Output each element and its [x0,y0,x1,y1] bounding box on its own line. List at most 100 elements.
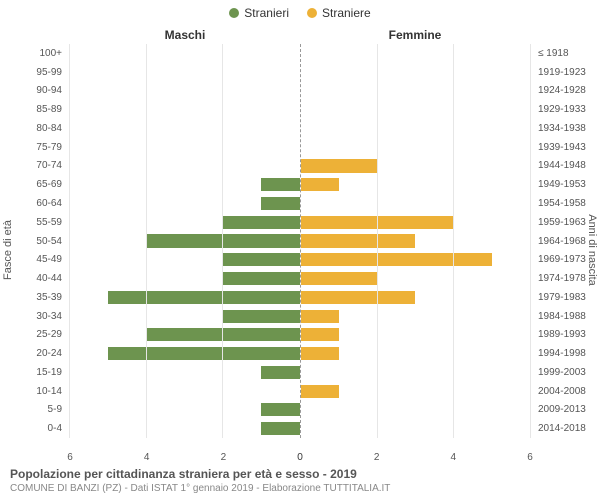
bar-female [301,272,377,285]
bar-row-female [301,344,531,363]
bar-male [223,216,299,229]
bar-row-female [301,419,531,438]
bar-male [108,291,299,304]
legend-item-male: Stranieri [229,6,289,20]
bar-female [301,159,377,172]
age-band-label: 15-19 [0,363,62,382]
birth-band-label: 2014-2018 [538,419,600,438]
age-band-label: 95-99 [0,63,62,82]
bar-female [301,234,416,247]
age-band-label: 35-39 [0,288,62,307]
bar-male [261,403,299,416]
male-panel [70,44,301,438]
bar-male [261,366,299,379]
age-band-label: 60-64 [0,194,62,213]
gridline [222,44,223,438]
bar-female [301,310,339,323]
bar-row-female [301,288,531,307]
gridline [453,44,454,438]
bar-female [301,291,416,304]
age-band-label: 100+ [0,44,62,63]
bar-row-male [70,307,300,326]
bar-row-female [301,138,531,157]
bar-female [301,178,339,191]
age-band-label: 75-79 [0,138,62,157]
birth-band-label: 1919-1923 [538,63,600,82]
legend-swatch-male [229,8,239,18]
birth-band-label: 1959-1963 [538,213,600,232]
birth-band-label: 1929-1933 [538,100,600,119]
bar-row-male [70,175,300,194]
gridline [69,44,70,438]
age-band-label: 50-54 [0,232,62,251]
bar-row-female [301,232,531,251]
bar-female [301,347,339,360]
bar-row-female [301,401,531,420]
birth-band-label: 1939-1943 [538,138,600,157]
bar-row-female [301,119,531,138]
birth-band-label: 2009-2013 [538,401,600,420]
bar-row-male [70,119,300,138]
x-tick: 2 [374,452,380,463]
bar-row-male [70,419,300,438]
bar-male [223,253,299,266]
birth-band-label: 1989-1993 [538,325,600,344]
bar-row-male [70,269,300,288]
bar-row-male [70,82,300,101]
birth-band-label: 1944-1948 [538,157,600,176]
age-band-label: 90-94 [0,82,62,101]
bar-row-male [70,63,300,82]
bar-row-male [70,100,300,119]
panel-title-female: Femmine [300,28,530,42]
x-tick: 6 [67,452,73,463]
bar-row-male [70,157,300,176]
female-panel [301,44,531,438]
bar-row-male [70,363,300,382]
birth-band-label: 1969-1973 [538,250,600,269]
gridline [377,44,378,438]
bar-male [261,178,299,191]
bar-row-female [301,194,531,213]
bar-row-male [70,288,300,307]
bar-row-female [301,63,531,82]
age-band-label: 45-49 [0,250,62,269]
bar-row-male [70,250,300,269]
bar-row-female [301,382,531,401]
x-tick: 2 [221,452,227,463]
bar-row-female [301,157,531,176]
x-tick: 4 [144,452,150,463]
x-tick: 6 [527,452,533,463]
panel-title-male: Maschi [70,28,300,42]
legend-label-female: Straniere [322,6,371,20]
age-band-label: 30-34 [0,307,62,326]
bar-female [301,253,492,266]
age-band-label: 0-4 [0,419,62,438]
bar-row-female [301,250,531,269]
bar-row-male [70,232,300,251]
bar-male [223,310,299,323]
age-band-label: 80-84 [0,119,62,138]
age-band-label: 5-9 [0,401,62,420]
bar-row-female [301,44,531,63]
birth-band-label: 1964-1968 [538,232,600,251]
bar-row-male [70,382,300,401]
bar-row-female [301,363,531,382]
chart-subtitle: COMUNE DI BANZI (PZ) - Dati ISTAT 1° gen… [10,483,590,494]
age-band-labels: 100+95-9990-9485-8980-8475-7970-7465-696… [0,44,66,438]
gridline [530,44,531,438]
legend: Stranieri Straniere [0,0,600,20]
birth-band-label: 2004-2008 [538,382,600,401]
bar-row-female [301,325,531,344]
bar-female [301,385,339,398]
bar-row-male [70,138,300,157]
birth-band-label: 1999-2003 [538,363,600,382]
bar-male [261,422,299,435]
bar-row-male [70,401,300,420]
bar-row-male [70,44,300,63]
bar-row-male [70,325,300,344]
age-band-label: 40-44 [0,269,62,288]
age-band-label: 70-74 [0,157,62,176]
birth-band-label: 1954-1958 [538,194,600,213]
birth-band-label: 1924-1928 [538,82,600,101]
age-band-label: 85-89 [0,100,62,119]
